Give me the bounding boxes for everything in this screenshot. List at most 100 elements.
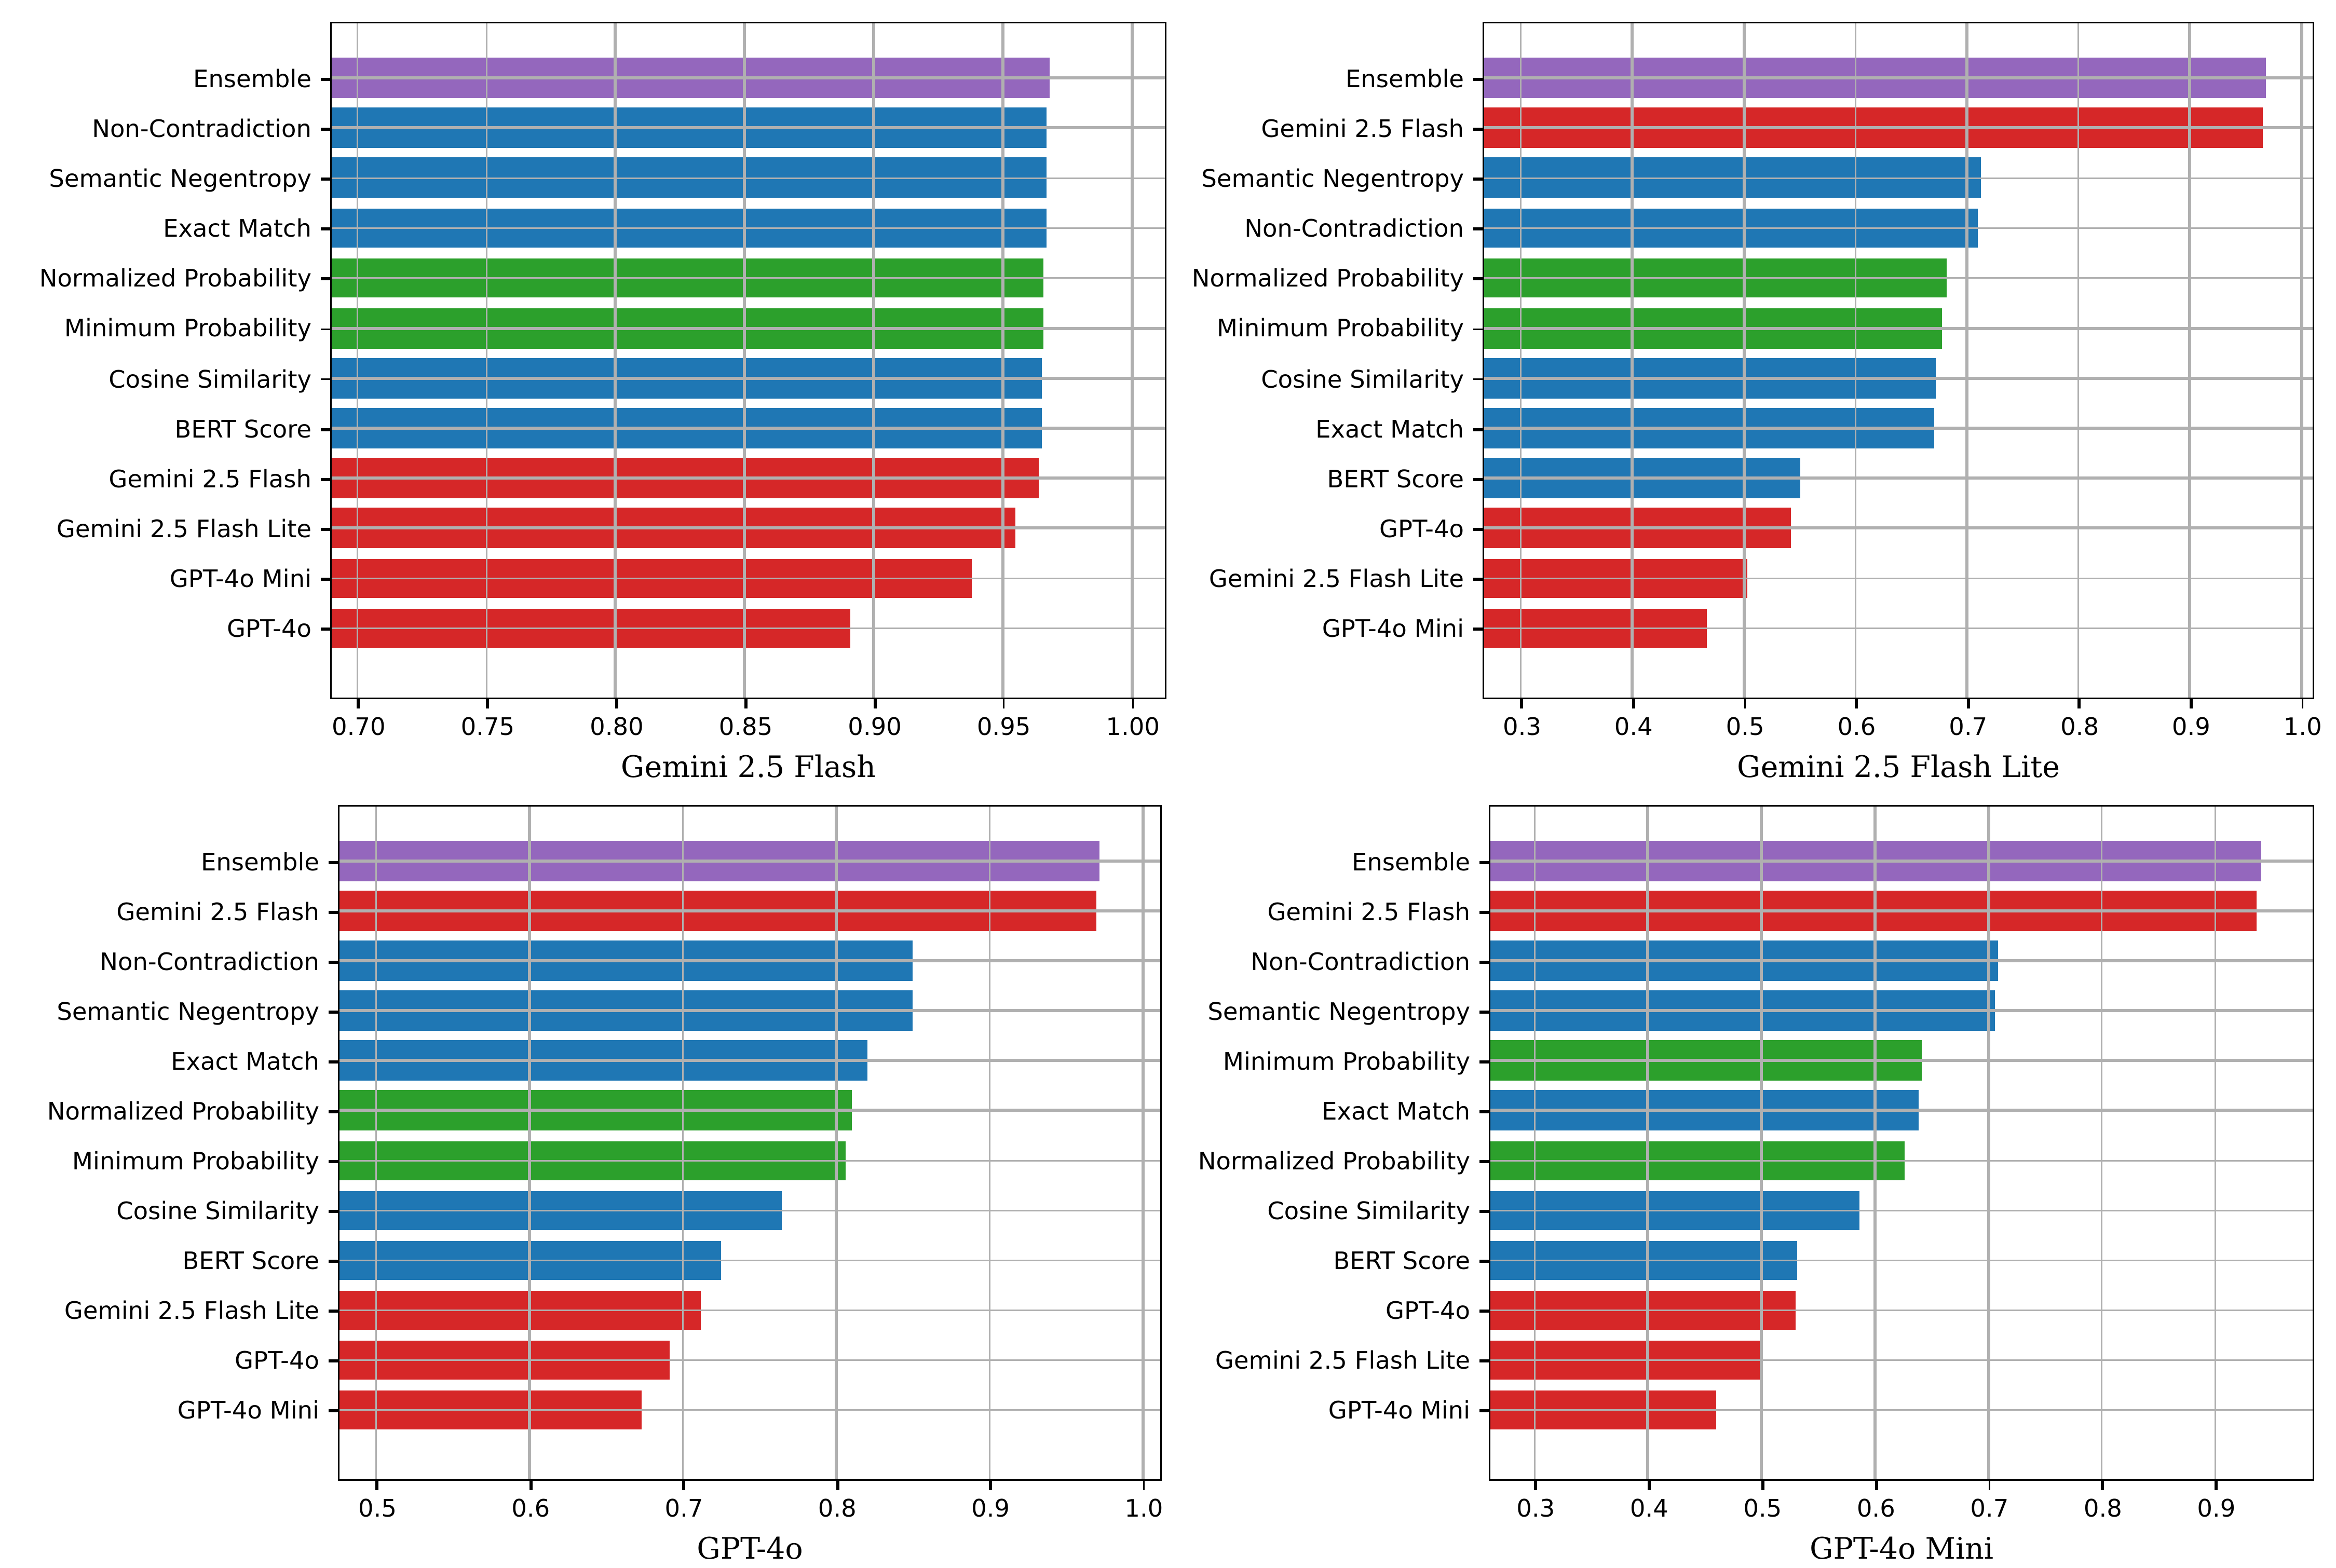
y-gridline [339, 1409, 1160, 1412]
x-tick-label: 1.0 [2283, 713, 2322, 741]
x-tick-label: 0.7 [1970, 1495, 2009, 1523]
y-category-label: Gemini 2.5 Flash [116, 898, 319, 926]
y-category-label: Semantic Negentropy [49, 165, 311, 194]
y-gridline [339, 1109, 1160, 1112]
y-gridline [1490, 1309, 2313, 1312]
y-gridline [332, 76, 1165, 79]
x-gridline [614, 23, 617, 698]
x-tick-label: 0.8 [2060, 713, 2099, 741]
x-gridline [988, 807, 991, 1479]
x-gridline [485, 23, 488, 698]
y-category-label: Semantic Negentropy [1207, 998, 1470, 1026]
y-category-label: BERT Score [1327, 465, 1464, 494]
y-tick-mark [321, 128, 330, 131]
y-tick-mark [321, 628, 330, 631]
y-category-label: Normalized Probability [1191, 265, 1464, 293]
y-tick-mark [1479, 1110, 1489, 1113]
x-gridline [835, 807, 838, 1479]
y-category-label: Exact Match [1315, 415, 1464, 444]
y-tick-mark [1473, 628, 1483, 631]
y-tick-mark [1473, 77, 1483, 80]
y-tick-mark [1473, 227, 1483, 231]
y-category-label: BERT Score [174, 415, 311, 444]
x-tick-label: 0.9 [971, 1495, 1010, 1523]
y-tick-mark [321, 278, 330, 281]
y-gridline [1484, 127, 2313, 129]
subplot-gpt-4o [338, 805, 1162, 1481]
y-tick-mark [1479, 1310, 1489, 1313]
x-tick-mark [1520, 699, 1524, 708]
y-gridline [1484, 476, 2313, 480]
y-gridline [1490, 1209, 2313, 1212]
y-gridline [1484, 377, 2313, 379]
x-tick-mark [1875, 1481, 1878, 1490]
y-tick-mark [1479, 1410, 1489, 1413]
x-tick-mark [1988, 1481, 1991, 1490]
y-category-label: Exact Match [163, 215, 311, 243]
y-gridline [332, 377, 1165, 379]
x-tick-label: 0.5 [1726, 713, 1764, 741]
y-gridline [1484, 527, 2313, 530]
y-category-label: Semantic Negentropy [1201, 165, 1464, 194]
y-gridline [1490, 1359, 2313, 1361]
y-category-label: Ensemble [193, 65, 311, 93]
y-tick-mark [321, 578, 330, 581]
x-gridline [743, 23, 746, 698]
y-category-label: Cosine Similarity [116, 1197, 319, 1226]
y-gridline [1484, 277, 2313, 280]
y-tick-mark [1473, 377, 1483, 381]
x-tick-label: 0.3 [1516, 1495, 1555, 1523]
x-tick-mark [357, 699, 360, 708]
x-tick-label: 0.8 [818, 1495, 857, 1523]
y-gridline [1490, 1109, 2313, 1112]
y-category-label: BERT Score [1333, 1247, 1470, 1276]
y-gridline [339, 909, 1160, 912]
x-tick-mark [1142, 1481, 1146, 1490]
x-tick-mark [1855, 699, 1858, 708]
y-tick-mark [1473, 478, 1483, 481]
subplot-gemini-25-flash [330, 22, 1166, 699]
y-category-label: Gemini 2.5 Flash Lite [64, 1297, 319, 1326]
x-tick-label: 0.4 [1629, 1495, 1668, 1523]
y-tick-mark [1473, 178, 1483, 181]
x-tick-mark [1002, 699, 1006, 708]
y-tick-mark [1473, 528, 1483, 531]
x-tick-label: 0.9 [2197, 1495, 2236, 1523]
subplot-gpt-4o-mini [1489, 805, 2314, 1481]
y-tick-mark [321, 478, 330, 481]
x-tick-mark [1131, 699, 1134, 708]
x-tick-mark [989, 1481, 992, 1490]
y-gridline [1484, 226, 2313, 229]
x-gridline [1647, 807, 1650, 1479]
y-category-label: Exact Match [171, 1047, 319, 1076]
y-gridline [332, 427, 1165, 430]
x-tick-mark [873, 699, 876, 708]
x-tick-mark [2190, 699, 2193, 708]
x-tick-mark [376, 1481, 379, 1490]
x-gridline [375, 807, 378, 1479]
y-tick-mark [1479, 1060, 1489, 1063]
subplot-gemini-25-flash-lite [1483, 22, 2314, 699]
y-gridline [332, 627, 1165, 630]
x-tick-label: 0.6 [1837, 713, 1876, 741]
x-tick-mark [2078, 699, 2081, 708]
y-category-label: Gemini 2.5 Flash [108, 465, 311, 494]
y-category-label: Gemini 2.5 Flash Lite [56, 515, 311, 543]
y-tick-mark [1479, 910, 1489, 914]
x-gridline [1873, 807, 1877, 1479]
y-category-label: Gemini 2.5 Flash Lite [1215, 1347, 1470, 1375]
y-tick-mark [329, 1110, 338, 1113]
x-tick-label: 0.6 [511, 1495, 550, 1523]
y-gridline [1484, 627, 2313, 630]
x-tick-label: 1.0 [1124, 1495, 1163, 1523]
x-tick-label: 0.85 [718, 713, 773, 741]
y-gridline [332, 326, 1165, 330]
x-tick-mark [744, 699, 748, 708]
x-tick-label: 0.80 [590, 713, 644, 741]
x-tick-mark [1632, 699, 1635, 708]
x-gridline [2213, 807, 2217, 1479]
x-tick-mark [1534, 1481, 1537, 1490]
y-category-label: Semantic Negentropy [57, 998, 319, 1026]
y-category-label: GPT-4o [1379, 515, 1464, 543]
